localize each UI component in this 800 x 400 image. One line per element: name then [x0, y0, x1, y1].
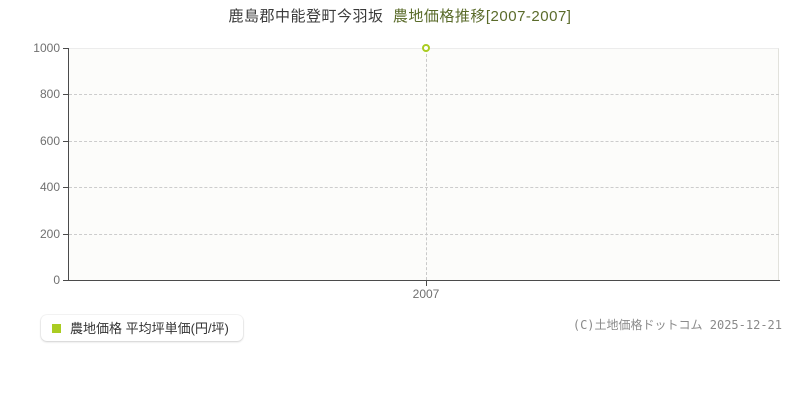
y-tick-0	[63, 280, 69, 281]
chart-legend[interactable]: 農地価格 平均坪単価(円/坪)	[41, 315, 243, 341]
data-point-2007[interactable]	[422, 44, 430, 52]
y-tick-600	[63, 140, 69, 142]
legend-swatch-icon	[52, 323, 61, 333]
y-tick-label-200: 200	[39, 226, 60, 241]
y-tick-label-1000: 1000	[33, 41, 60, 55]
y-axis-line	[68, 48, 69, 281]
y-tick-1000	[63, 48, 69, 49]
y-tick-label-0: 0	[53, 273, 60, 287]
legend-item-label: 農地価格 平均坪単価(円/坪)	[70, 320, 229, 336]
plot-area	[68, 48, 779, 280]
x-tick-label-2007: 2007	[412, 287, 440, 301]
chart-title-metric: 農地価格推移[2007-2007]	[392, 8, 572, 25]
x-tick-2007	[426, 280, 427, 286]
page-title: 鹿島郡中能登町今羽坂 農地価格推移[2007-2007]	[0, 7, 800, 27]
copyright-text: (C)土地価格ドットコム 2025-12-21	[572, 318, 782, 332]
y-tick-400	[63, 187, 69, 189]
x-axis-line	[68, 280, 780, 281]
gridline-y-400	[69, 187, 779, 189]
gridline-x-2007	[426, 49, 427, 280]
y-tick-200	[63, 233, 69, 235]
y-tick-label-800: 800	[39, 87, 60, 102]
title-spacer	[384, 8, 393, 25]
gridline-y-600	[69, 140, 779, 142]
y-tick-label-400: 400	[39, 180, 60, 195]
gridline-y-800	[69, 94, 779, 96]
chart-title-region: 鹿島郡中能登町今羽坂	[228, 8, 384, 25]
y-tick-800	[63, 94, 69, 96]
y-tick-label-600: 600	[39, 133, 60, 148]
gridline-y-200	[69, 233, 779, 235]
